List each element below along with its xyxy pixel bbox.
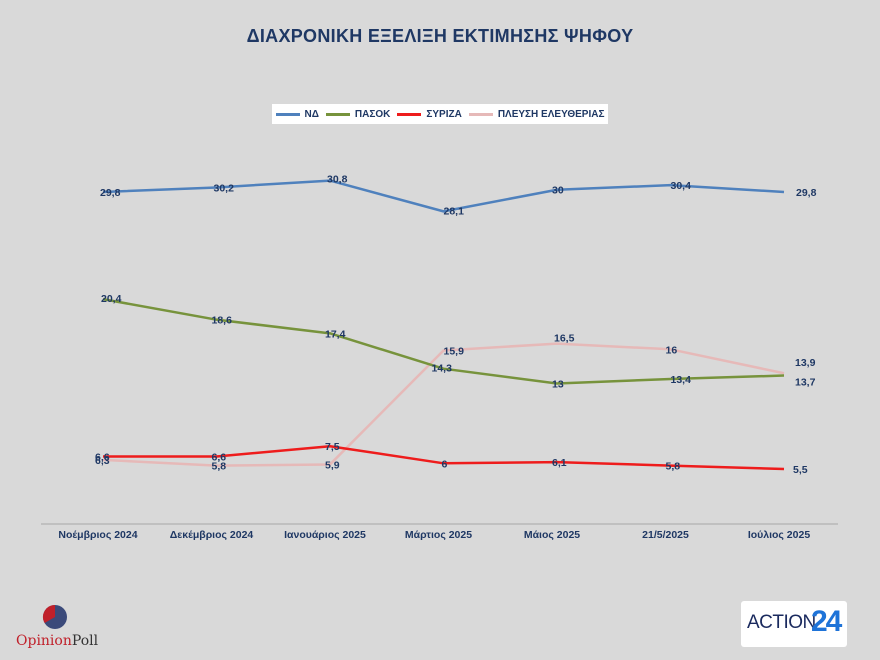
- data-label: 30: [552, 185, 564, 197]
- action24-number: 24: [811, 605, 842, 638]
- legend-swatch: [397, 112, 422, 116]
- data-label: 30,4: [671, 180, 692, 192]
- opinion-poll-logo-mark: [42, 605, 67, 629]
- data-label: 7,5: [325, 441, 340, 453]
- data-label: 6,6: [95, 451, 110, 463]
- x-tick-label: 21/5/2025: [642, 529, 689, 541]
- legend-item: ΠΛΕΥΣΗ ΕΛΕΥΘΕΡΙΑΣ: [468, 108, 605, 120]
- data-label: 17,4: [325, 328, 346, 340]
- series-line: [102, 342, 785, 467]
- data-label: 15,9: [444, 345, 465, 357]
- legend-swatch: [275, 112, 300, 116]
- legend-label: ΣΥΡΙΖΑ: [426, 108, 462, 120]
- x-tick-label: Νοέμβριος 2024: [58, 529, 137, 541]
- legend-swatch: [468, 112, 493, 116]
- x-tick-label: Μάρτιος 2025: [405, 529, 472, 541]
- data-label: 6,3: [95, 455, 110, 467]
- data-label: 5,8: [666, 461, 681, 473]
- chart-title: ΔΙΑΧΡΟΝΙΚΗ ΕΞΕΛΙΞΗ ΕΚΤΙΜΗΣΗΣ ΨΗΦΟΥ: [246, 26, 634, 46]
- series-line: [103, 444, 785, 471]
- legend-item: ΣΥΡΙΖΑ: [397, 108, 462, 120]
- line-chart: 29,8 30,2 30,8 28,1 30 30,4 29,8 20,4 18,6 17,4 14…: [41, 174, 838, 541]
- legend-item: ΠΑΣΟΚ: [325, 108, 391, 120]
- opinion-poll-word2: Poll: [71, 633, 99, 649]
- chart-legend: ΝΔ ΠΑΣΟΚ ΣΥΡΙΖΑ ΠΛΕΥΣΗ ΕΛΕΥΘΕΡΙΑΣ: [272, 104, 608, 124]
- legend-label: ΠΑΣΟΚ: [354, 108, 391, 120]
- data-label: 28,1: [444, 205, 465, 217]
- data-label: 13,4: [671, 374, 692, 386]
- x-tick-label: Ιούλιος 2025: [748, 529, 811, 541]
- opinion-poll-wordmark: OpinionPoll: [16, 633, 98, 649]
- opinion-poll-logo: [16, 603, 106, 653]
- legend-swatch: [325, 112, 350, 116]
- data-label: 29,8: [796, 187, 817, 199]
- data-label: 13,7: [795, 377, 816, 389]
- series-line: [102, 297, 785, 385]
- data-label: 6,6: [212, 451, 227, 463]
- data-label: 16,5: [554, 333, 575, 345]
- legend-label: ΝΔ: [304, 108, 319, 120]
- data-label: 14,3: [432, 363, 453, 375]
- action24-logo: ACTION 24: [741, 601, 847, 647]
- series-line: [102, 179, 785, 213]
- data-label: 6: [442, 458, 448, 470]
- data-label: 13: [552, 379, 564, 391]
- data-label: 30,2: [214, 182, 235, 194]
- data-label: 5,9: [325, 459, 340, 471]
- data-label: 16: [666, 344, 678, 356]
- data-label: 29,8: [100, 187, 121, 199]
- opinion-poll-word1: Opinion: [16, 633, 72, 649]
- x-tick-label: Ιανουάριος 2025: [284, 529, 366, 541]
- legend-label: ΠΛΕΥΣΗ ΕΛΕΥΘΕΡΙΑΣ: [497, 108, 605, 120]
- action24-word: ACTION: [747, 612, 816, 633]
- data-label: 18,6: [212, 315, 233, 327]
- data-label: 13,9: [795, 357, 816, 369]
- data-label: 5,8: [212, 461, 227, 473]
- data-label: 6,1: [552, 457, 567, 469]
- data-label: 30,8: [327, 174, 348, 186]
- legend-item: ΝΔ: [275, 108, 319, 120]
- data-label: 20,4: [101, 293, 122, 305]
- x-tick-label: Μάιος 2025: [524, 529, 580, 541]
- x-tick-label: Δεκέμβριος 2024: [170, 529, 254, 541]
- data-label: 5,5: [793, 464, 808, 476]
